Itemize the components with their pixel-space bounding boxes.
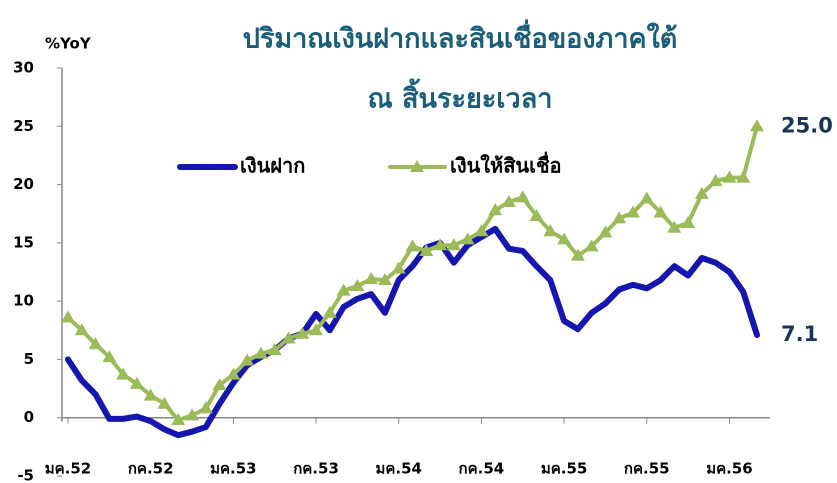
- point-marker: [543, 224, 558, 237]
- point-marker: [74, 323, 89, 336]
- point-marker: [639, 191, 654, 204]
- point-marker: [708, 174, 723, 187]
- point-marker: [129, 376, 144, 389]
- point-marker: [584, 239, 599, 252]
- x-tick-label: กค.52: [128, 460, 174, 478]
- data-label: 25.0: [781, 113, 833, 137]
- data-label: 7.1: [781, 322, 818, 346]
- y-axis-label: %YoY: [45, 35, 92, 53]
- point-marker: [116, 367, 131, 380]
- point-marker: [253, 346, 268, 359]
- legend-marker: [410, 160, 424, 172]
- y-tick-label: -5: [17, 467, 34, 483]
- point-marker: [88, 337, 103, 350]
- point-marker: [557, 232, 572, 245]
- point-marker: [171, 413, 186, 426]
- point-marker: [377, 273, 392, 286]
- point-marker: [653, 205, 668, 218]
- point-marker: [226, 367, 241, 380]
- x-tick-label: มค.54: [375, 460, 422, 478]
- point-marker: [736, 170, 751, 183]
- point-marker: [419, 244, 434, 257]
- point-marker: [322, 305, 337, 318]
- series-line: [65, 225, 760, 439]
- point-marker: [295, 326, 310, 339]
- x-tick-label: มค.52: [45, 460, 92, 478]
- point-marker: [433, 238, 448, 251]
- point-marker: [281, 331, 296, 344]
- x-tick-label: กค.54: [459, 460, 505, 478]
- y-tick-label: 10: [13, 292, 34, 310]
- point-marker: [185, 408, 200, 421]
- point-marker: [309, 323, 324, 336]
- point-marker: [681, 216, 696, 229]
- point-marker: [694, 186, 709, 199]
- point-marker: [570, 248, 585, 261]
- chart-title: ณ สิ้นระยะเวลา: [368, 78, 553, 115]
- point-marker: [143, 388, 158, 401]
- y-tick-label: 20: [13, 175, 34, 193]
- y-tick-label: 0: [24, 408, 34, 426]
- point-marker: [405, 239, 420, 252]
- point-marker: [460, 232, 475, 245]
- y-tick-label: 5: [24, 350, 34, 368]
- legend-label: เงินให้สินเชื่อ: [450, 151, 562, 178]
- point-marker: [102, 350, 117, 363]
- y-tick-label: 30: [13, 59, 34, 77]
- point-marker: [446, 238, 461, 251]
- point-marker: [515, 190, 530, 203]
- point-marker: [364, 271, 379, 284]
- point-marker: [598, 225, 613, 238]
- point-marker: [350, 278, 365, 291]
- y-tick-label: 15: [13, 233, 34, 251]
- point-marker: [61, 310, 75, 323]
- point-marker: [336, 283, 351, 296]
- point-marker: [240, 353, 255, 366]
- chart-title: ปริมาณเงินฝากและสินเชื่อของภาคใต้: [243, 19, 678, 55]
- point-marker: [488, 203, 503, 216]
- point-marker: [212, 378, 227, 391]
- point-marker: [198, 401, 213, 414]
- point-marker: [667, 220, 682, 233]
- x-tick-label: กค.53: [293, 460, 339, 478]
- point-marker: [501, 195, 516, 208]
- point-marker: [529, 209, 544, 222]
- point-marker: [750, 119, 764, 132]
- point-marker: [722, 170, 737, 183]
- point-marker: [391, 261, 406, 274]
- x-tick-label: กค.55: [624, 460, 670, 478]
- x-tick-label: มค.56: [706, 460, 753, 478]
- x-tick-label: มค.55: [541, 460, 588, 478]
- point-marker: [267, 343, 282, 356]
- point-marker: [157, 396, 172, 409]
- legend-label: เงินฝาก: [240, 154, 305, 178]
- point-marker: [474, 224, 489, 237]
- point-marker: [625, 205, 640, 218]
- y-tick-label: 25: [13, 117, 34, 135]
- point-marker: [612, 211, 627, 224]
- x-tick-label: มค.53: [210, 460, 257, 478]
